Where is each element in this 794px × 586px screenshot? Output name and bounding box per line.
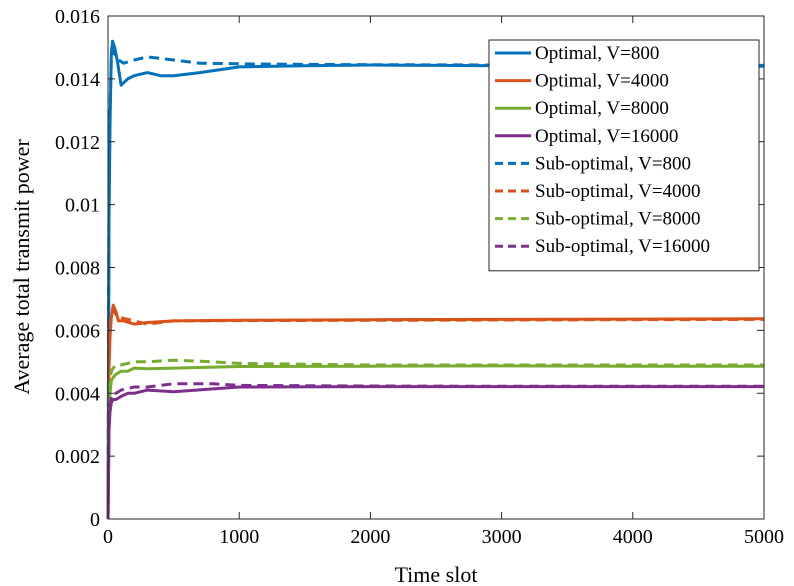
x-tick-label: 0 xyxy=(103,526,113,548)
y-tick-label: 0.014 xyxy=(55,69,100,91)
x-tick-label: 5000 xyxy=(744,526,784,548)
legend-label-4: Optimal, V=16000 xyxy=(535,126,678,147)
legend-label-7: Sub-optimal, V=8000 xyxy=(535,209,701,230)
y-tick-label: 0.008 xyxy=(55,258,100,280)
y-tick-label: 0.006 xyxy=(55,320,100,342)
legend-box xyxy=(488,39,760,272)
y-tick-label: 0.016 xyxy=(55,6,100,28)
legend-label-2: Optimal, V=4000 xyxy=(535,71,669,92)
y-tick-label: 0.004 xyxy=(55,383,100,405)
legend-label-6: Sub-optimal, V=4000 xyxy=(535,181,701,202)
series-line-8 xyxy=(106,382,764,520)
y-tick-label: 0.002 xyxy=(55,446,100,468)
legend-label-3: Optimal, V=8000 xyxy=(535,98,669,119)
x-tick-label: 1000 xyxy=(219,526,259,548)
series-line-5 xyxy=(106,49,764,520)
y-tick-label: 0.012 xyxy=(55,132,100,154)
x-tick-label: 3000 xyxy=(482,526,522,548)
x-axis-label: Time slot xyxy=(395,562,478,586)
y-axis-label: Average total transmit power xyxy=(9,139,34,395)
legend: Optimal, V=800 Optimal, V=4000 Optimal, V=… xyxy=(488,39,760,272)
x-tick-label: 2000 xyxy=(350,526,390,548)
series-line-7 xyxy=(106,358,764,520)
series-layer xyxy=(106,39,765,520)
x-tick-label: 4000 xyxy=(613,526,653,548)
y-tick-label: 0 xyxy=(90,509,100,531)
y-tick-label: 0.01 xyxy=(65,195,100,217)
legend-label-8: Sub-optimal, V=16000 xyxy=(535,236,710,257)
legend-label-5: Sub-optimal, V=800 xyxy=(535,153,691,174)
series-line-2 xyxy=(106,303,765,520)
series-line-6 xyxy=(106,306,765,520)
legend-label-1: Optimal, V=800 xyxy=(535,43,659,64)
ticks-layer: 0 1000 2000 3000 4000 5000 0 0.002 0.004 0.006 0.0… xyxy=(55,6,784,548)
